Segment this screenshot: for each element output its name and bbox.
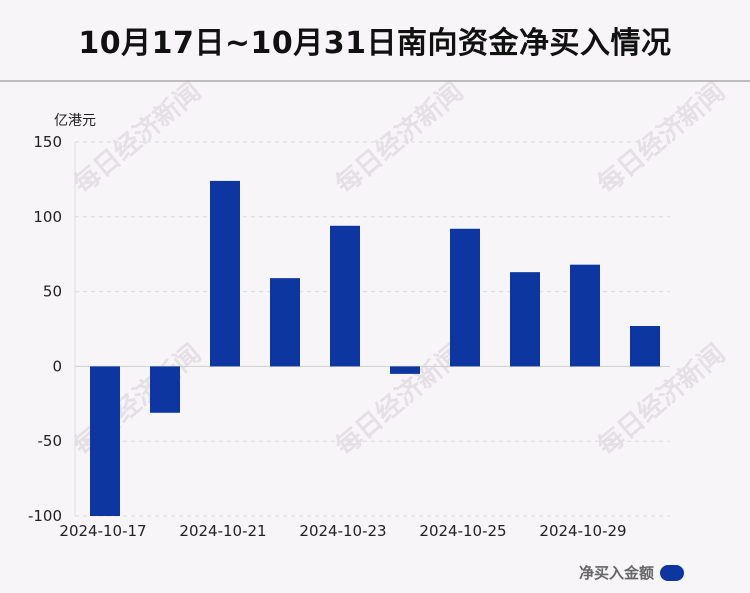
legend-label: 净买入金额 xyxy=(578,564,654,582)
bar-2024-10-18 xyxy=(150,366,180,413)
y-tick-label: -50 xyxy=(38,432,63,450)
x-tick-label: 2024-10-17 xyxy=(59,522,146,540)
x-tick-label: 2024-10-23 xyxy=(299,522,386,540)
bar-2024-10-17 xyxy=(90,366,120,516)
bar-2024-10-24 xyxy=(390,366,420,374)
y-tick-label: 100 xyxy=(33,208,62,226)
y-tick-label: 50 xyxy=(43,283,62,301)
bars xyxy=(90,180,660,516)
legend-swatch xyxy=(660,564,684,581)
x-tick-label: 2024-10-25 xyxy=(419,522,506,540)
bar-chart: 亿港元 150 100 50 0 -50 -100 2024-10-17 2024-10-2… xyxy=(28,113,670,540)
bar-2024-10-29 xyxy=(570,264,600,367)
x-tick-labels: 2024-10-17 2024-10-21 2024-10-23 2024-10-25… xyxy=(59,522,626,540)
y-tick-label: -100 xyxy=(28,507,62,525)
chart-title: 10月17日~10月31日南向资金净买入情况 xyxy=(78,26,672,61)
x-tick-label: 2024-10-29 xyxy=(539,522,626,540)
bar-2024-10-22 xyxy=(270,278,300,367)
y-axis-label: 亿港元 xyxy=(54,113,96,129)
y-tick-label: 0 xyxy=(52,357,62,375)
legend: 净买入金额 xyxy=(579,562,684,583)
title-bar: 10月17日~10月31日南向资金净买入情况 xyxy=(0,0,750,82)
bar-2024-10-25 xyxy=(450,228,480,367)
bar-2024-10-21 xyxy=(210,180,240,367)
x-tick-label: 2024-10-21 xyxy=(179,522,266,540)
bar-2024-10-23 xyxy=(330,225,360,367)
bar-2024-10-28 xyxy=(510,272,540,367)
y-tick-label: 150 xyxy=(33,133,62,151)
bar-2024-10-30 xyxy=(630,326,660,367)
y-tick-labels: 150 100 50 0 -50 -100 xyxy=(28,133,62,525)
